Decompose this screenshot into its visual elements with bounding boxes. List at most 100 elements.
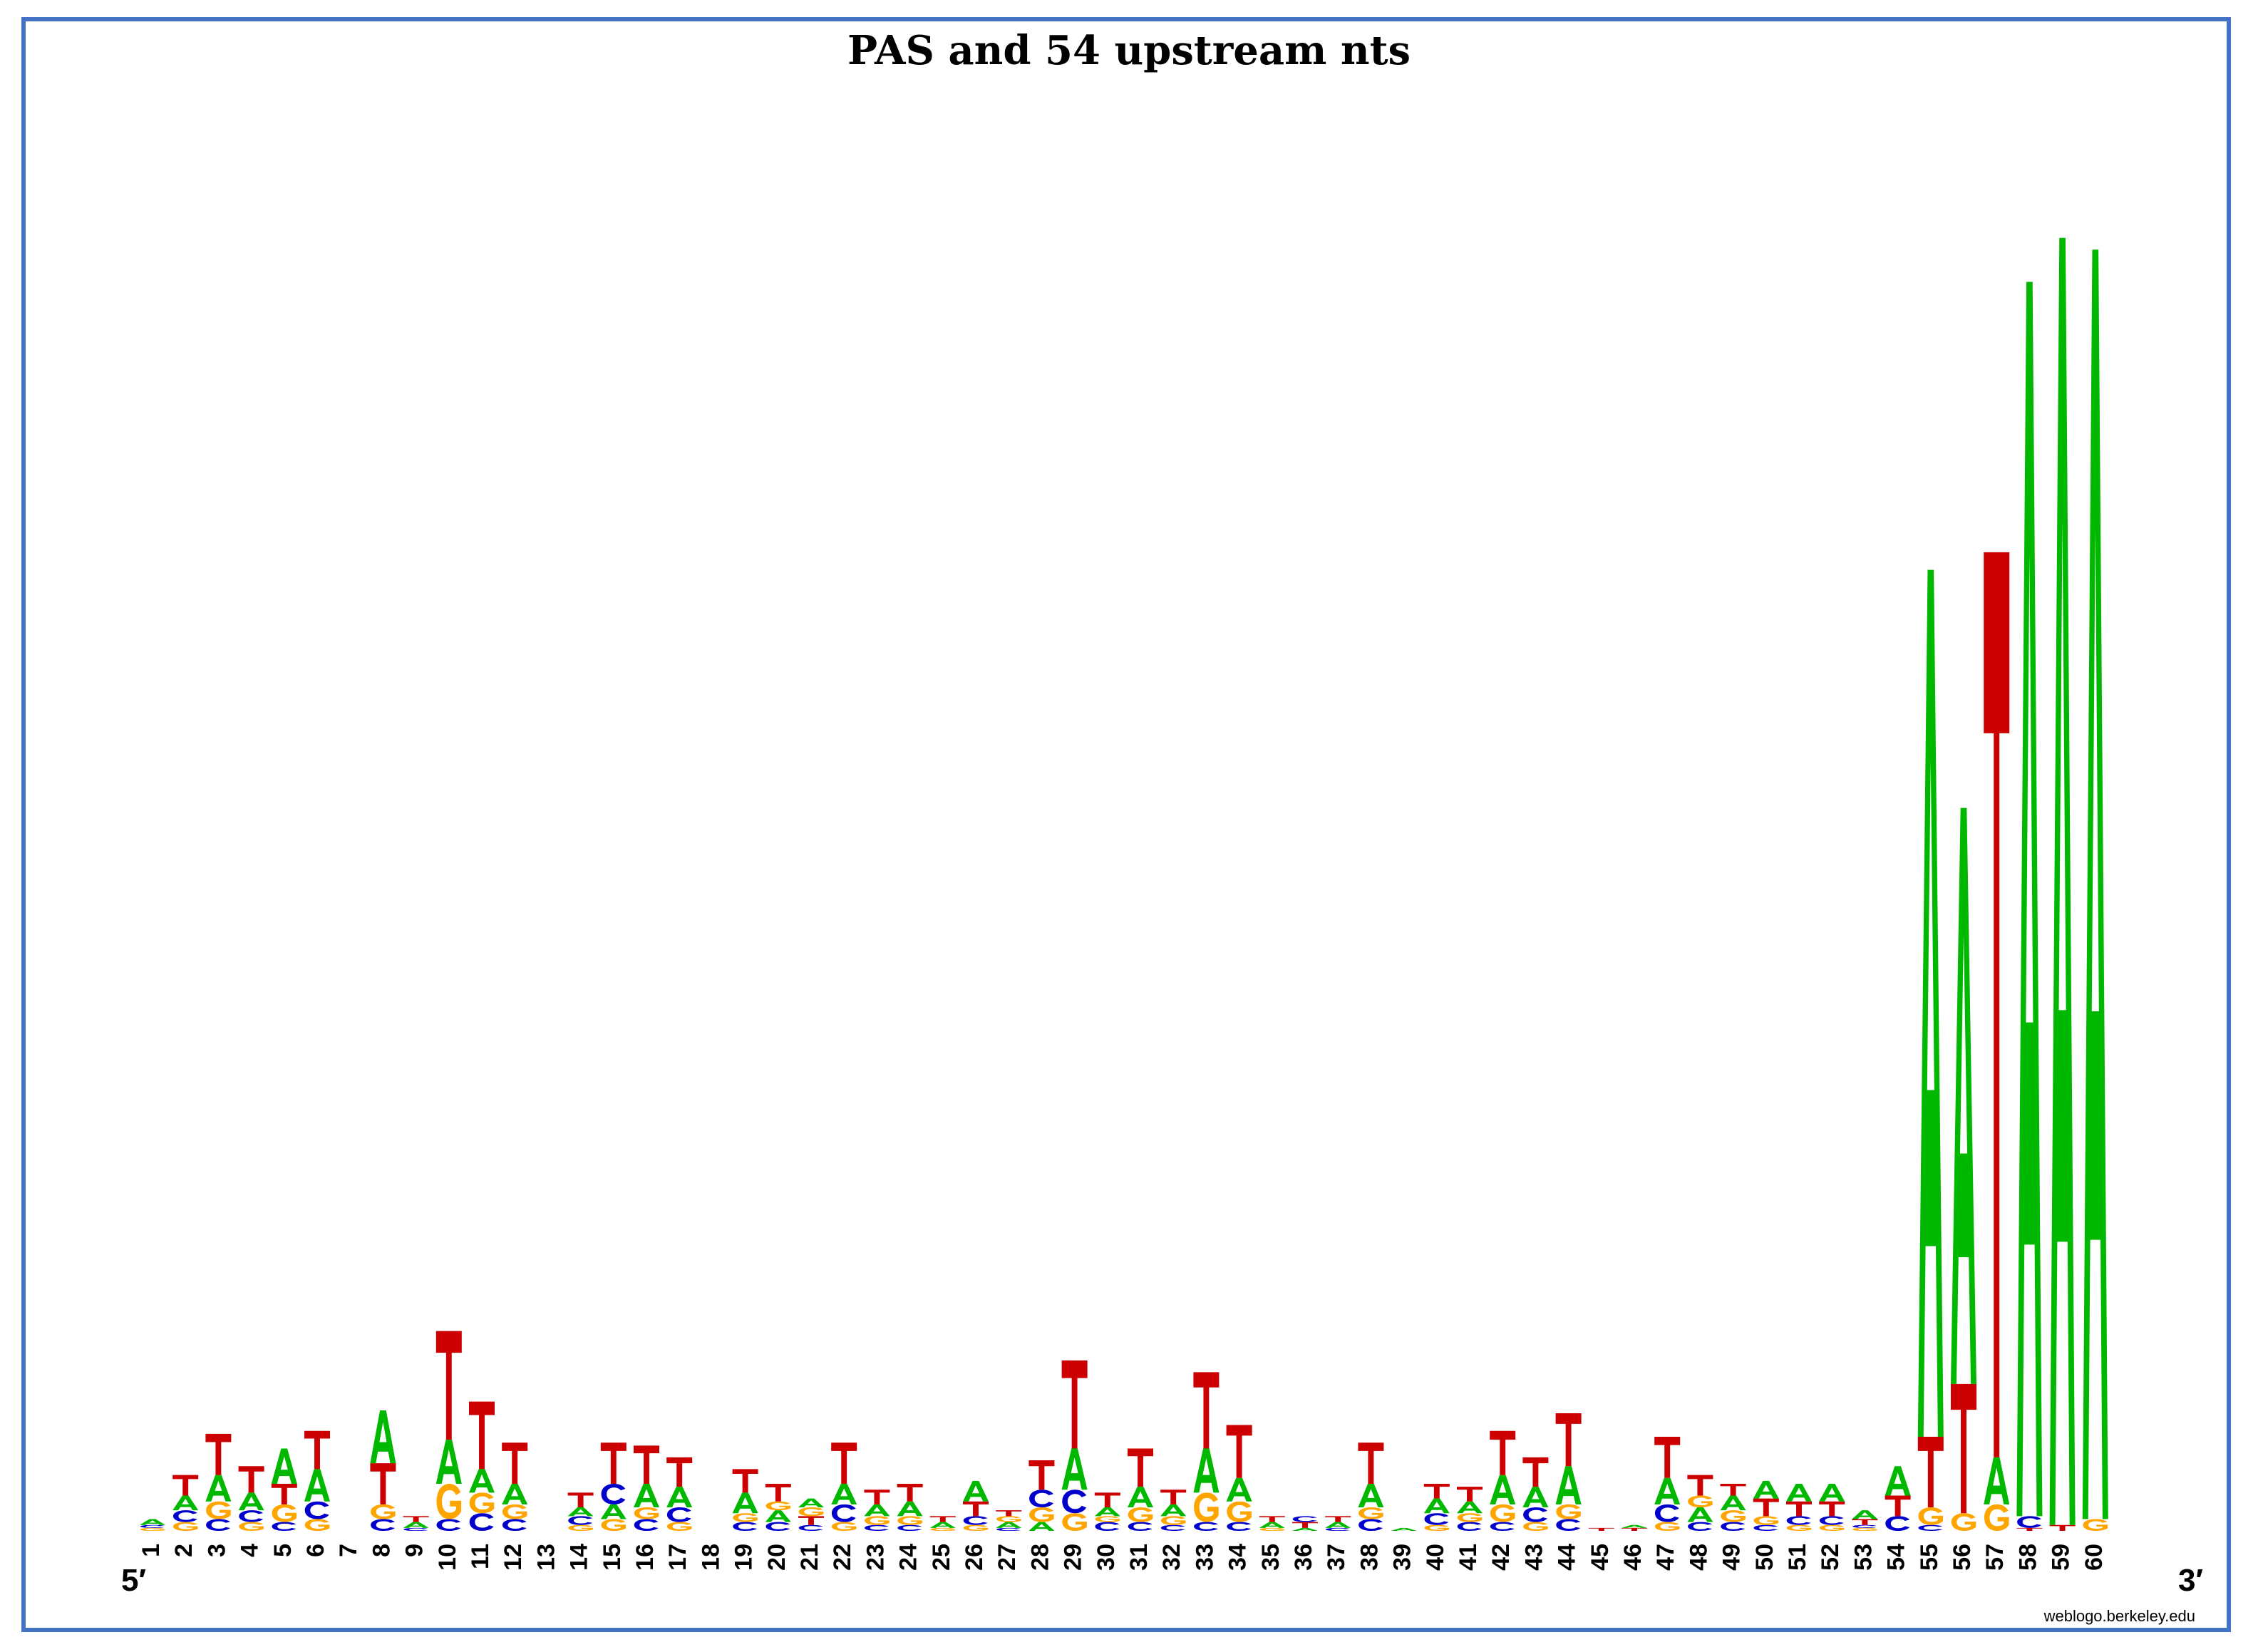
logo-letter-g-pos-38 (1359, 1507, 1383, 1519)
tick-label-37: 37 (1323, 1544, 1350, 1571)
logo-letter-a-pos-51 (1786, 1484, 1812, 1502)
logo-letter-t-pos-33 (1193, 1372, 1220, 1449)
logo-letter-a-pos-34 (1226, 1477, 1252, 1502)
logo-letter-c-pos-28 (1029, 1490, 1053, 1508)
logo-letter-t-pos-22 (831, 1442, 857, 1485)
logo-letter-c-pos-34 (1227, 1522, 1252, 1531)
logo-letter-t-pos-44 (1555, 1413, 1582, 1467)
tick-label-44: 44 (1554, 1544, 1581, 1571)
logo-letter-g-pos-8 (371, 1504, 396, 1519)
tick-label-7: 7 (335, 1544, 362, 1557)
logo-letter-g-pos-44 (1556, 1504, 1581, 1519)
logo-letter-t-pos-23 (864, 1490, 890, 1504)
logo-letter-c-pos-20 (765, 1522, 790, 1531)
logo-letter-c-pos-5 (272, 1522, 297, 1531)
logo-letter-t-pos-55 (1917, 1437, 1944, 1508)
tick-label-60: 60 (2081, 1544, 2108, 1571)
logo-letter-g-pos-52 (1819, 1524, 1845, 1531)
logo-letter-g-pos-56 (1951, 1513, 1976, 1531)
logo-letter-c-pos-26 (963, 1516, 988, 1525)
logo-letter-g-pos-1 (140, 1527, 165, 1531)
logo-letter-g-pos-12 (502, 1504, 527, 1519)
logo-letter-c-pos-21 (798, 1524, 823, 1531)
logo-letter-c-pos-17 (666, 1507, 691, 1522)
logo-letter-t-pos-37 (1325, 1516, 1351, 1522)
logo-letter-c-pos-58 (2017, 1516, 2041, 1528)
logo-letter-a-pos-60 (2082, 249, 2108, 1519)
logo-letter-g-pos-20 (765, 1501, 791, 1511)
logo-letter-g-pos-42 (1490, 1504, 1515, 1522)
logo-letter-c-pos-9 (403, 1527, 428, 1531)
tick-label-5: 5 (269, 1544, 297, 1557)
logo-letter-a-pos-29 (1061, 1448, 1088, 1490)
logo-letter-t-pos-14 (567, 1492, 594, 1508)
logo-letter-a-pos-6 (304, 1469, 330, 1502)
tick-label-36: 36 (1290, 1544, 1317, 1571)
logo-letter-a-pos-46 (1622, 1524, 1647, 1528)
logo-letter-a-pos-57 (1984, 1457, 2010, 1504)
logo-letter-c-pos-15 (601, 1484, 626, 1504)
logo-letter-t-pos-29 (1061, 1360, 1088, 1449)
tick-label-38: 38 (1356, 1544, 1383, 1571)
logo-letter-t-pos-42 (1490, 1430, 1516, 1475)
logo-letter-t-pos-9 (403, 1516, 429, 1522)
logo-letter-g-pos-23 (865, 1516, 890, 1525)
tick-label-47: 47 (1652, 1544, 1679, 1571)
logo-letter-a-pos-1 (140, 1519, 165, 1525)
logo-letter-t-pos-38 (1358, 1442, 1384, 1485)
logo-letter-g-pos-29 (1062, 1513, 1087, 1531)
tick-label-22: 22 (829, 1544, 856, 1571)
five-prime-label: 5′ (121, 1563, 146, 1598)
logo-letter-c-pos-37 (1325, 1527, 1350, 1531)
tick-label-8: 8 (368, 1544, 395, 1557)
logo-letter-a-pos-42 (1490, 1475, 1516, 1504)
logo-letter-t-pos-34 (1226, 1425, 1252, 1478)
tick-labels: 1 2 3 4 5 6 7 8 9 10 11 12 13 14 15 16 17 18 19 20 21 22 23 24 2… (138, 1544, 2108, 1571)
logo-letter-g-pos-55 (1918, 1507, 1944, 1525)
logo-letter-c-pos-43 (1523, 1507, 1547, 1522)
tick-label-11: 11 (467, 1544, 494, 1569)
logo-letter-g-pos-22 (831, 1522, 857, 1531)
logo-letter-a-pos-56 (1951, 807, 1976, 1384)
tick-label-29: 29 (1060, 1544, 1087, 1571)
logo-letter-g-pos-6 (304, 1519, 330, 1531)
logo-letter-a-pos-39 (1391, 1527, 1417, 1531)
logo-letter-c-pos-50 (1753, 1524, 1778, 1531)
logo-letter-t-pos-43 (1522, 1457, 1549, 1487)
logo-letter-c-pos-1 (140, 1524, 165, 1528)
tick-label-32: 32 (1158, 1544, 1185, 1571)
logo-letter-g-pos-40 (1424, 1524, 1450, 1531)
tick-label-50: 50 (1751, 1544, 1778, 1571)
logo-letter-a-pos-48 (1687, 1507, 1713, 1522)
logo-letter-g-pos-34 (1227, 1501, 1252, 1522)
logo-letter-g-pos-60 (2083, 1519, 2108, 1531)
logo-letter-a-pos-14 (567, 1507, 594, 1517)
logo-letter-a-pos-31 (1128, 1487, 1153, 1508)
logo-letter-g-pos-30 (1095, 1516, 1120, 1522)
logo-letter-a-pos-5 (271, 1448, 297, 1485)
logo-letter-c-pos-40 (1424, 1513, 1449, 1525)
logo-letter-a-pos-8 (370, 1410, 396, 1464)
logo-letter-a-pos-59 (2049, 237, 2076, 1525)
logo-letter-t-pos-35 (1259, 1516, 1285, 1522)
tick-label-24: 24 (895, 1544, 922, 1571)
logo-letter-a-pos-38 (1358, 1484, 1384, 1508)
tick-label-53: 53 (1850, 1544, 1877, 1571)
logo-letter-a-pos-49 (1720, 1495, 1746, 1511)
logo-letter-t-pos-20 (765, 1484, 791, 1502)
tick-label-59: 59 (2048, 1544, 2075, 1571)
logo-letter-g-pos-49 (1721, 1510, 1746, 1522)
tick-label-26: 26 (961, 1544, 988, 1571)
tick-label-33: 33 (1191, 1544, 1218, 1571)
logo-letter-t-pos-10 (435, 1331, 462, 1440)
logo-letter-a-pos-44 (1555, 1466, 1582, 1504)
tick-label-48: 48 (1685, 1544, 1712, 1571)
logo-letter-t-pos-46 (1622, 1527, 1647, 1531)
logo-letter-c-pos-30 (1095, 1522, 1120, 1531)
tick-label-45: 45 (1587, 1544, 1614, 1571)
logo-letter-t-pos-3 (205, 1433, 232, 1475)
logo-letter-a-pos-25 (929, 1522, 956, 1528)
logo-letter-a-pos-15 (600, 1504, 627, 1519)
logo-letter-t-pos-12 (502, 1442, 528, 1485)
logo-letter-a-pos-12 (502, 1484, 528, 1504)
